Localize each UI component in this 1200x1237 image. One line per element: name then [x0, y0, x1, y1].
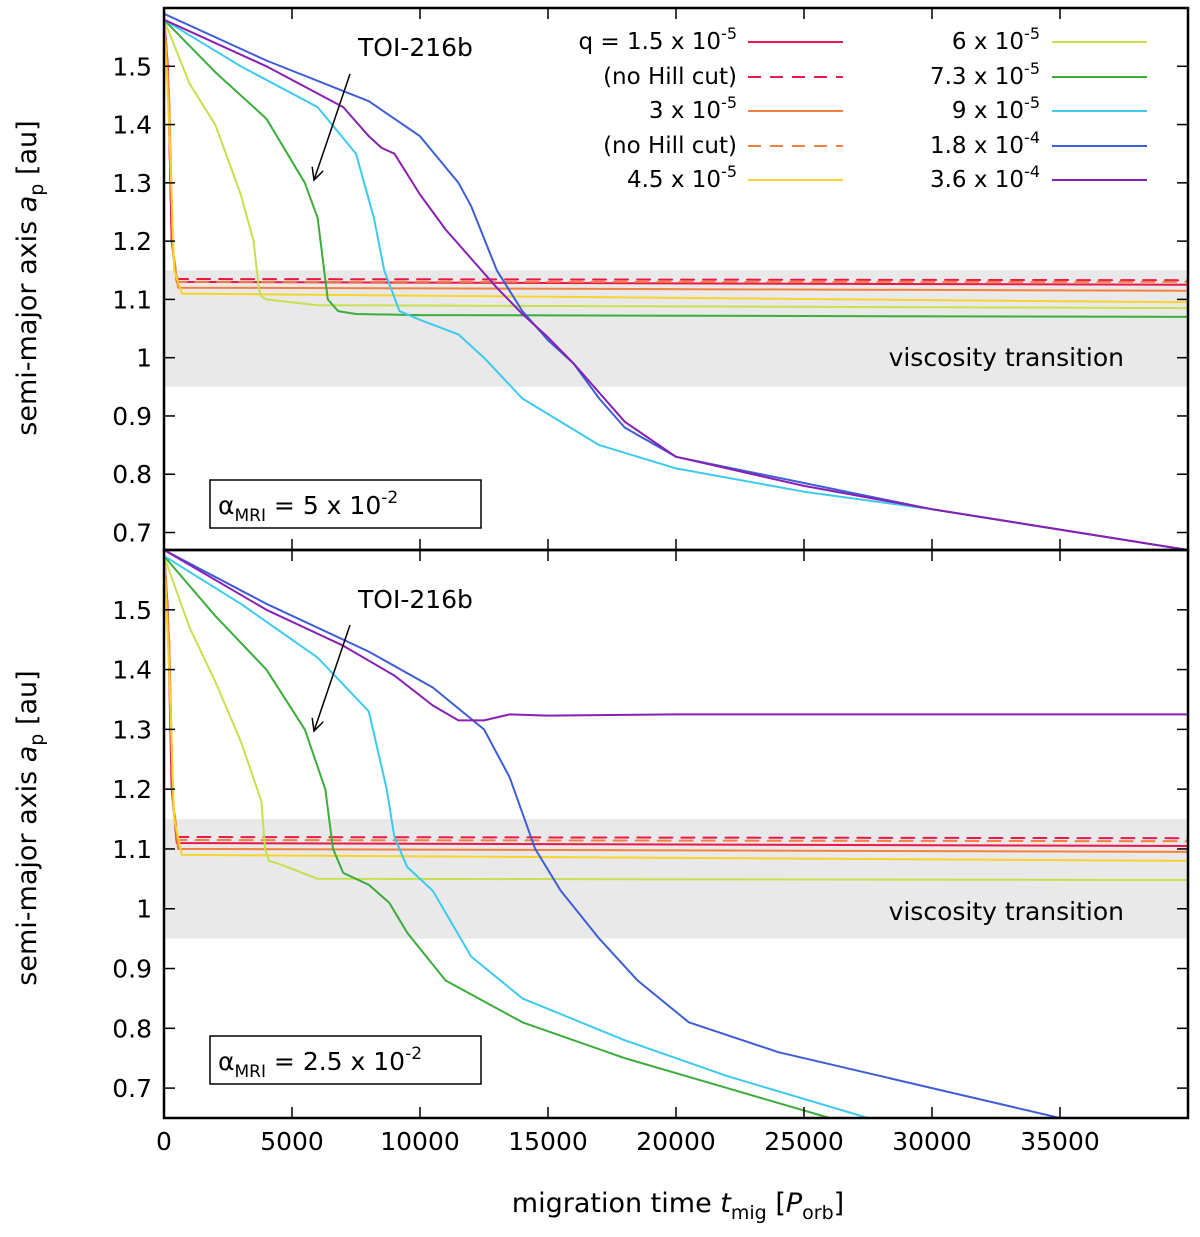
toi-216b-arrow	[314, 624, 351, 731]
series-line	[164, 555, 1188, 881]
panel-bottom: 0.7 0.8 0.9 1 1.1 1.2 1.3 1.4 1.5 0 5000 10000 15000…	[112, 548, 1190, 1156]
x-tick-label: 5000	[260, 1127, 324, 1156]
svg-text:6 x 10-5: 6 x 10-5	[952, 24, 1040, 55]
alpha-box: αMRI = 2.5 x 10-2	[209, 1035, 482, 1085]
y-tick-label: 1.5	[112, 52, 152, 81]
y-tick-label: 1	[136, 344, 152, 373]
y-tick-label: 1.1	[112, 835, 152, 864]
series-line	[164, 550, 1188, 862]
y-tick-label: 0.9	[112, 955, 152, 984]
x-tick-label: 20000	[636, 1127, 716, 1156]
legend: q = 1.5 x 10-5 (no Hill cut) 3 x 10-5 (n…	[578, 24, 1147, 193]
y-tick-label: 0.7	[112, 519, 152, 548]
toi-216b-label: TOI-216b	[357, 585, 473, 614]
legend-entry: 3 x 10-5	[649, 93, 843, 124]
y-tick-label: 0.8	[112, 1014, 152, 1043]
legend-entry: 9 x 10-5	[952, 93, 1147, 124]
y-tick-label: 1.1	[112, 285, 152, 314]
series-line	[164, 18, 1188, 318]
legend-entry: 7.3 x 10-5	[930, 59, 1147, 90]
y-tick-label: 1.5	[112, 596, 152, 625]
svg-text:1.8 x 10-4: 1.8 x 10-4	[930, 128, 1040, 159]
svg-text:αMRI = 2.5 x 10-2: αMRI = 2.5 x 10-2	[218, 1044, 422, 1082]
svg-text:q = 1.5 x 10-5: q = 1.5 x 10-5	[578, 24, 737, 55]
series-line	[164, 550, 1061, 1118]
legend-entry: 4.5 x 10-5	[627, 162, 843, 193]
series-line	[164, 12, 1188, 550]
band-label: viscosity transition	[889, 897, 1124, 926]
x-tick-label: 10000	[380, 1127, 460, 1156]
x-tick-label: 0	[156, 1127, 172, 1156]
alpha-symbol: α	[218, 491, 234, 520]
alpha-exponent: -2	[405, 1044, 422, 1064]
y-tick-label: 0.9	[112, 402, 152, 431]
legend-entry: q = 1.5 x 10-5	[578, 24, 843, 55]
series-line	[164, 550, 1188, 847]
svg-text:4.5 x 10-5: 4.5 x 10-5	[627, 162, 737, 193]
alpha-subscript: MRI	[234, 1062, 266, 1082]
y-axis-label-top: semi-major axis ap [au]	[12, 120, 48, 435]
svg-text:(no Hill cut): (no Hill cut)	[603, 64, 737, 90]
series-line	[164, 550, 1188, 840]
y-axis-label-bottom: semi-major axis ap [au]	[12, 670, 48, 985]
alpha-box: αMRI = 5 x 10-2	[209, 479, 482, 529]
series-line	[164, 550, 1188, 843]
panel-top: 0.7 0.8 0.9 1 1.1 1.2 1.3 1.4 1.5 viscosity tran…	[112, 6, 1190, 552]
legend-entry: (no Hill cut)	[603, 133, 843, 159]
series-line	[164, 550, 1188, 722]
svg-text:3.6 x 10-4: 3.6 x 10-4	[930, 162, 1040, 193]
alpha-symbol: α	[218, 1047, 234, 1076]
series-line	[164, 555, 869, 1118]
y-tick-label: 1.2	[112, 775, 152, 804]
x-tick-label: 25000	[764, 1127, 844, 1156]
series-line	[164, 550, 1188, 853]
ticks-top: 0.7 0.8 0.9 1 1.1 1.2 1.3 1.4 1.5	[112, 8, 1188, 550]
alpha-value: = 2.5 x 10	[266, 1047, 405, 1076]
series-line	[164, 18, 1188, 550]
y-tick-label: 1.4	[112, 656, 152, 685]
y-tick-label: 1.3	[112, 169, 152, 198]
series-line	[164, 555, 831, 1118]
svg-text:9 x 10-5: 9 x 10-5	[952, 93, 1040, 124]
series-line	[164, 18, 1188, 310]
legend-entry: 1.8 x 10-4	[930, 128, 1147, 159]
y-tick-label: 0.7	[112, 1074, 152, 1103]
alpha-exponent: -2	[381, 488, 398, 508]
y-tick-label: 1.2	[112, 227, 152, 256]
alpha-value: = 5 x 10	[266, 491, 381, 520]
y-tick-label: 1	[136, 895, 152, 924]
toi-216b-arrow	[314, 73, 351, 180]
band-label: viscosity transition	[889, 343, 1124, 372]
series-line	[164, 12, 1188, 304]
legend-entry: 3.6 x 10-4	[930, 162, 1147, 193]
x-tick-label: 35000	[1020, 1127, 1100, 1156]
x-tick-label: 30000	[892, 1127, 972, 1156]
x-axis-label: migration time tmig [Porb]	[512, 1188, 844, 1224]
svg-text:(no Hill cut): (no Hill cut)	[603, 133, 737, 159]
svg-text:αMRI = 5 x 10-2: αMRI = 5 x 10-2	[218, 488, 398, 526]
series-line	[164, 18, 1188, 550]
alpha-subscript: MRI	[234, 506, 266, 526]
x-tick-label: 15000	[508, 1127, 588, 1156]
legend-entry: (no Hill cut)	[603, 64, 843, 90]
svg-text:3 x 10-5: 3 x 10-5	[649, 93, 737, 124]
y-tick-label: 0.8	[112, 460, 152, 489]
y-tick-label: 1.3	[112, 715, 152, 744]
toi-216b-label: TOI-216b	[357, 33, 473, 62]
ticks-bottom: 0.7 0.8 0.9 1 1.1 1.2 1.3 1.4 1.5 0 5000 10000 15000…	[112, 550, 1188, 1156]
svg-text:7.3 x 10-5: 7.3 x 10-5	[930, 59, 1040, 90]
y-tick-label: 1.4	[112, 111, 152, 140]
legend-entry: 6 x 10-5	[952, 24, 1147, 55]
